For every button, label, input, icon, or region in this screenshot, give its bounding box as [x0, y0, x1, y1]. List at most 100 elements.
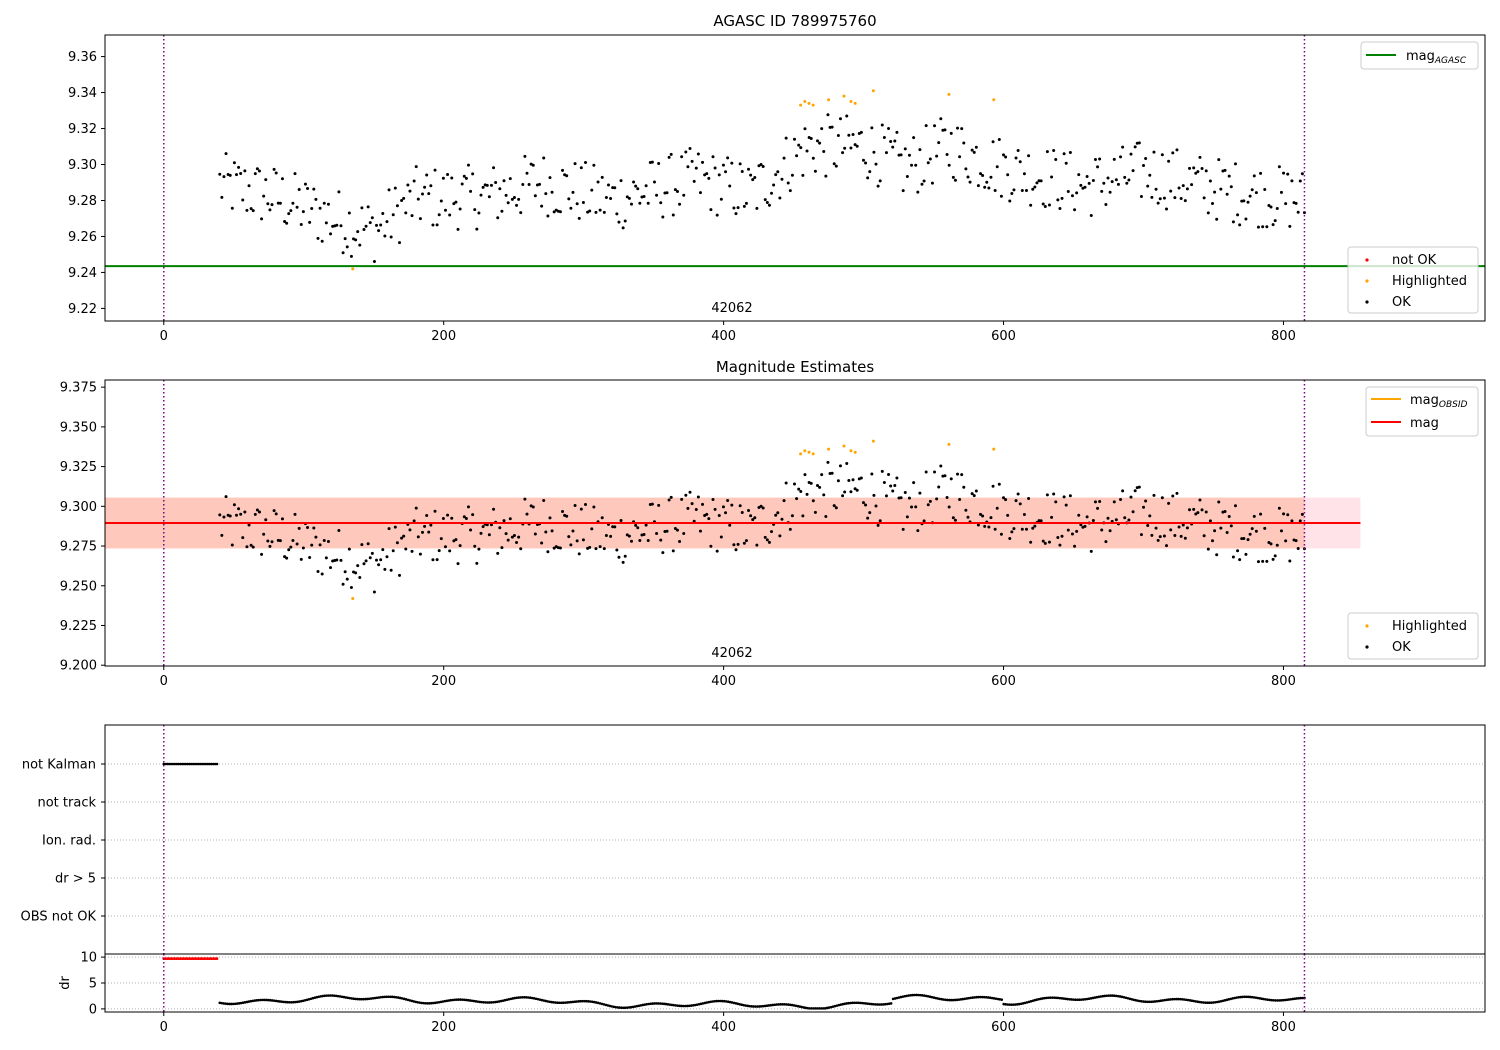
ok-point [1102, 181, 1106, 185]
ok-point [985, 180, 989, 184]
dr-point [255, 999, 258, 1002]
ok-point [433, 509, 437, 513]
not-kalman-point [180, 762, 184, 766]
ok-point [964, 167, 968, 171]
ok-point [721, 505, 725, 509]
ok-point [999, 532, 1003, 536]
ok-point [230, 543, 234, 547]
ok-point [1075, 529, 1079, 533]
ok-point [1018, 160, 1022, 164]
ok-point [916, 190, 920, 194]
ok-point [1219, 526, 1223, 530]
dr-point [237, 1002, 241, 1005]
ok-point [291, 201, 295, 205]
dr-point [1194, 1000, 1198, 1003]
ok-point [1173, 196, 1177, 200]
dr-point [587, 1000, 590, 1003]
ok-point [983, 185, 987, 189]
highlighted-point [992, 447, 996, 451]
dr-point [499, 999, 503, 1003]
dr-point [375, 996, 379, 1000]
dr-point [257, 998, 260, 1002]
dr-point [509, 997, 513, 1001]
ok-point [1022, 512, 1026, 516]
dr-point [887, 1002, 891, 1006]
dr-point [290, 1000, 293, 1004]
dr-point [492, 1000, 495, 1004]
dr-point [732, 1001, 736, 1005]
ok-point [937, 141, 941, 145]
dr-point [1275, 999, 1279, 1002]
dr-point [569, 1000, 573, 1004]
dr-point [1045, 996, 1048, 1000]
y-tick-label: 9.30 [68, 158, 97, 173]
ok-point [1029, 203, 1033, 207]
y-tick-label: 10 [80, 951, 97, 966]
ok-point [636, 187, 640, 191]
ok-point [734, 212, 738, 216]
ok-point [329, 566, 333, 570]
legend-mag-obsid-sub: OBSID [1439, 400, 1468, 410]
dr-plot-frame [104, 953, 1486, 1013]
ok-point [358, 243, 362, 247]
dr-point [319, 995, 322, 998]
ok-point [882, 136, 886, 140]
ok-point [1290, 519, 1294, 523]
dr-point [459, 998, 462, 1001]
dr-point [680, 1004, 683, 1008]
dr-point [1256, 996, 1260, 1000]
ok-point [479, 531, 483, 535]
ok-point [690, 159, 694, 163]
ok-point [665, 529, 669, 533]
ok-point [272, 167, 276, 171]
dr-point [327, 994, 330, 997]
svg-text:magAGASC: magAGASC [1406, 49, 1467, 66]
dr-point [1089, 997, 1093, 1000]
ok-point [801, 514, 805, 518]
x-tick-label: 400 [711, 1020, 736, 1035]
ok-point [623, 554, 627, 558]
ok-point [1075, 191, 1079, 195]
ok-point [255, 508, 259, 512]
ok-point [1108, 190, 1112, 194]
ok-point [316, 236, 320, 240]
dr-point [282, 1000, 286, 1004]
ok-point [738, 162, 742, 166]
ok-point [356, 564, 360, 568]
ok-point [230, 206, 234, 210]
flag-category-label: not Kalman [22, 758, 96, 773]
dr-point [1248, 995, 1252, 999]
ok-point [506, 201, 510, 205]
dr-point [1291, 997, 1295, 1001]
ok-point [218, 172, 222, 176]
dr-point [461, 998, 464, 1001]
dr-point [856, 1001, 860, 1005]
dr-point [818, 1007, 821, 1010]
dr-point [1118, 995, 1122, 998]
dr-point [1213, 1000, 1217, 1004]
ok-point [1033, 524, 1037, 528]
dr-point [961, 997, 965, 1001]
dr-point [445, 999, 449, 1003]
dr-point [909, 993, 912, 997]
ok-point [1012, 188, 1016, 192]
ok-point [508, 517, 512, 521]
ok-point [949, 131, 953, 135]
dr-point [670, 1003, 674, 1007]
ok-point [659, 538, 663, 542]
dr-point [629, 1005, 633, 1009]
ok-point [481, 525, 485, 529]
dr-point [268, 998, 272, 1002]
dr-point [1190, 999, 1194, 1002]
ok-point [1031, 187, 1035, 191]
dr-point [1260, 997, 1264, 1000]
ok-point [283, 555, 287, 559]
ok-point [446, 173, 450, 176]
ok-point [492, 507, 496, 511]
ok-point [517, 197, 521, 201]
dr-point [775, 1003, 778, 1006]
ok-point [1004, 155, 1008, 159]
ok-point [627, 534, 631, 538]
ok-point [880, 469, 884, 473]
ok-point [843, 490, 847, 494]
